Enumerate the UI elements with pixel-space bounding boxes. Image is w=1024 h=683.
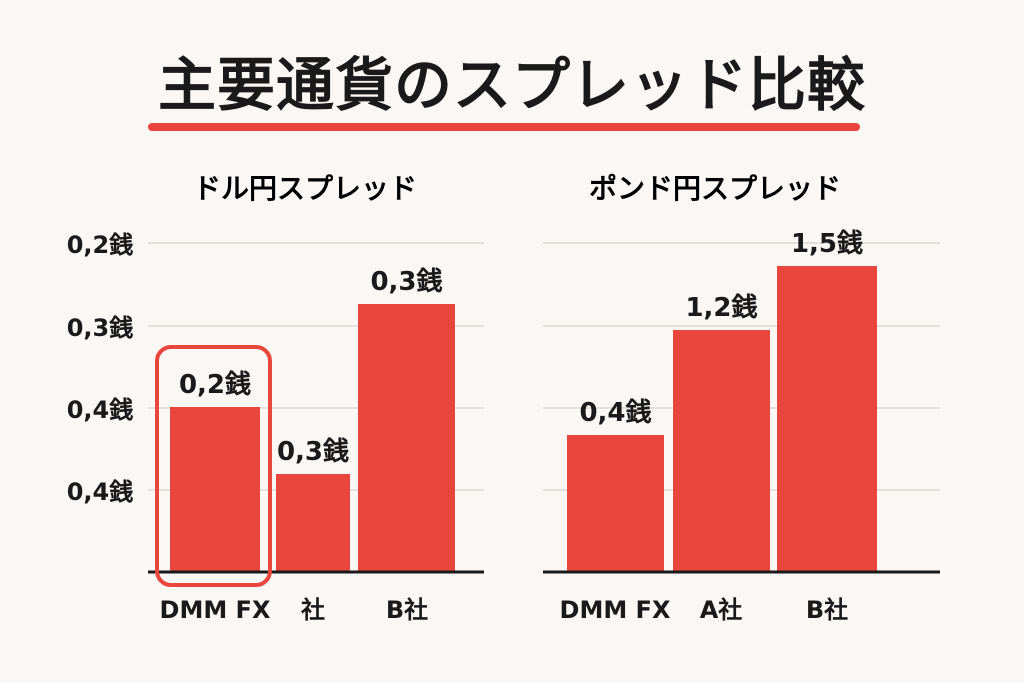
data-label: 0,3銭 — [277, 437, 349, 467]
chart-usdjpy: ドル円スプレッド 0,2銭 0,3銭 0,4銭 0,4銭 0,2銭 DMM FX 0,3銭社… — [67, 172, 484, 624]
data-label: 0,3銭 — [370, 267, 442, 297]
chart-title-gbpjpy: ポンド円スプレッド — [589, 172, 841, 205]
bar — [673, 330, 770, 572]
bar — [276, 474, 350, 572]
x-tick-label: 社 — [301, 596, 325, 624]
bar — [567, 435, 664, 572]
data-label: 0,4銭 — [579, 398, 651, 428]
data-label: 1,2銭 — [685, 293, 757, 323]
chart-gbpjpy: ポンド円スプレッド 0,4銭 DMM FX 1,2銭 A社 1,5銭 B社 — [543, 172, 940, 624]
x-tick-label: A社 — [700, 596, 743, 624]
x-tick-label: DMM FX — [160, 596, 271, 624]
y-tick-label: 0,3銭 — [67, 314, 134, 342]
chart-title-usdjpy: ドル円スプレッド — [193, 172, 417, 205]
x-tick-label: B社 — [806, 596, 848, 624]
bar — [777, 266, 877, 572]
bar — [358, 304, 455, 572]
data-label: 0,2銭 — [179, 370, 251, 400]
y-tick-label: 0,4銭 — [67, 396, 134, 424]
data-label: 1,5銭 — [791, 229, 863, 259]
x-tick-label: DMM FX — [560, 596, 671, 624]
x-tick-label: B社 — [386, 596, 428, 624]
bar — [170, 407, 260, 572]
y-tick-label: 0,2銭 — [67, 231, 134, 259]
page-title: 主要通貨のスプレッド比較 — [157, 51, 866, 119]
title-underline — [148, 123, 860, 131]
y-tick-label: 0,4銭 — [67, 478, 134, 506]
highlight-box — [155, 345, 272, 587]
